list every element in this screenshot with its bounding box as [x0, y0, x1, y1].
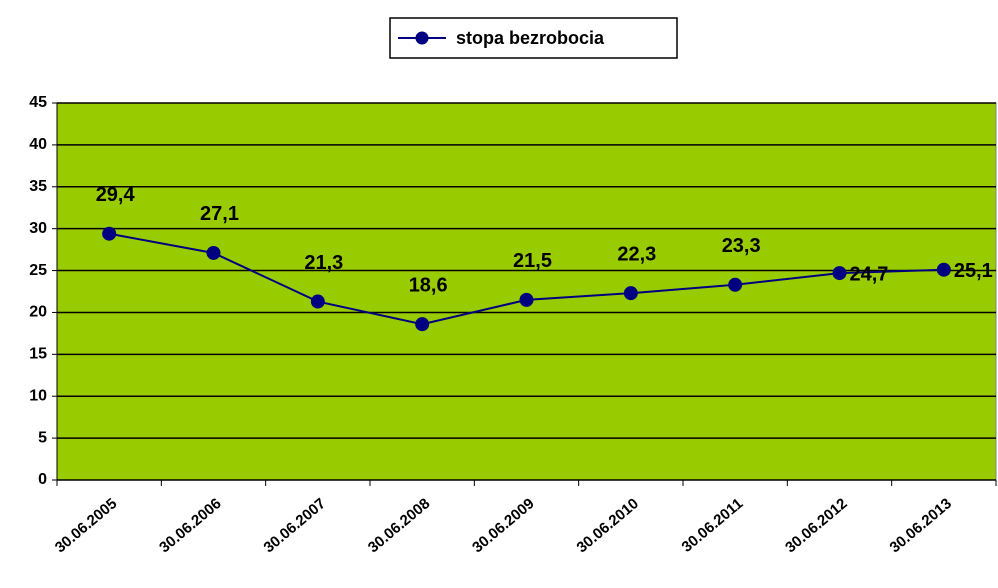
data-point — [102, 226, 117, 241]
y-tick-label: 40 — [29, 136, 47, 153]
legend: stopa bezrobocia — [389, 17, 678, 59]
x-tick-label: 30.06.2008 — [365, 495, 433, 556]
data-label: 18,6 — [409, 274, 448, 296]
legend-marker — [415, 31, 429, 45]
data-label: 27,1 — [200, 203, 239, 225]
data-point — [206, 245, 221, 260]
y-tick-label: 20 — [29, 304, 47, 321]
x-tick-label: 30.06.2013 — [887, 495, 955, 556]
data-point — [832, 266, 847, 281]
data-point — [728, 277, 743, 292]
y-tick-label: 5 — [38, 429, 47, 446]
data-point — [623, 286, 638, 301]
x-tick-label: 30.06.2010 — [574, 495, 642, 556]
data-point — [415, 317, 430, 332]
x-tick-label: 30.06.2012 — [782, 495, 850, 556]
data-label: 23,3 — [722, 235, 761, 257]
data-label: 25,1 — [954, 260, 993, 282]
x-tick-label: 30.06.2007 — [261, 495, 329, 556]
y-tick-label: 10 — [29, 387, 47, 404]
data-label: 22,3 — [617, 243, 656, 265]
x-tick-label: 30.06.2009 — [469, 495, 537, 556]
y-tick-label: 15 — [29, 346, 47, 363]
legend-label: stopa bezrobocia — [456, 28, 605, 48]
data-label: 24,7 — [850, 263, 889, 285]
data-label: 29,4 — [96, 184, 136, 206]
data-point — [310, 294, 325, 309]
y-tick-label: 45 — [29, 94, 47, 111]
data-label: 21,3 — [304, 252, 343, 274]
y-tick-label: 0 — [38, 471, 47, 488]
x-tick-label: 30.06.2005 — [52, 495, 120, 556]
y-tick-label: 30 — [29, 220, 47, 237]
plot-area — [56, 102, 997, 481]
data-point — [519, 292, 534, 307]
y-tick-label: 35 — [29, 178, 47, 195]
data-point — [936, 262, 951, 277]
x-tick-label: 30.06.2011 — [678, 495, 746, 556]
x-tick-label: 30.06.2006 — [156, 495, 224, 556]
y-tick-label: 25 — [29, 262, 47, 279]
data-label: 21,5 — [513, 250, 552, 272]
